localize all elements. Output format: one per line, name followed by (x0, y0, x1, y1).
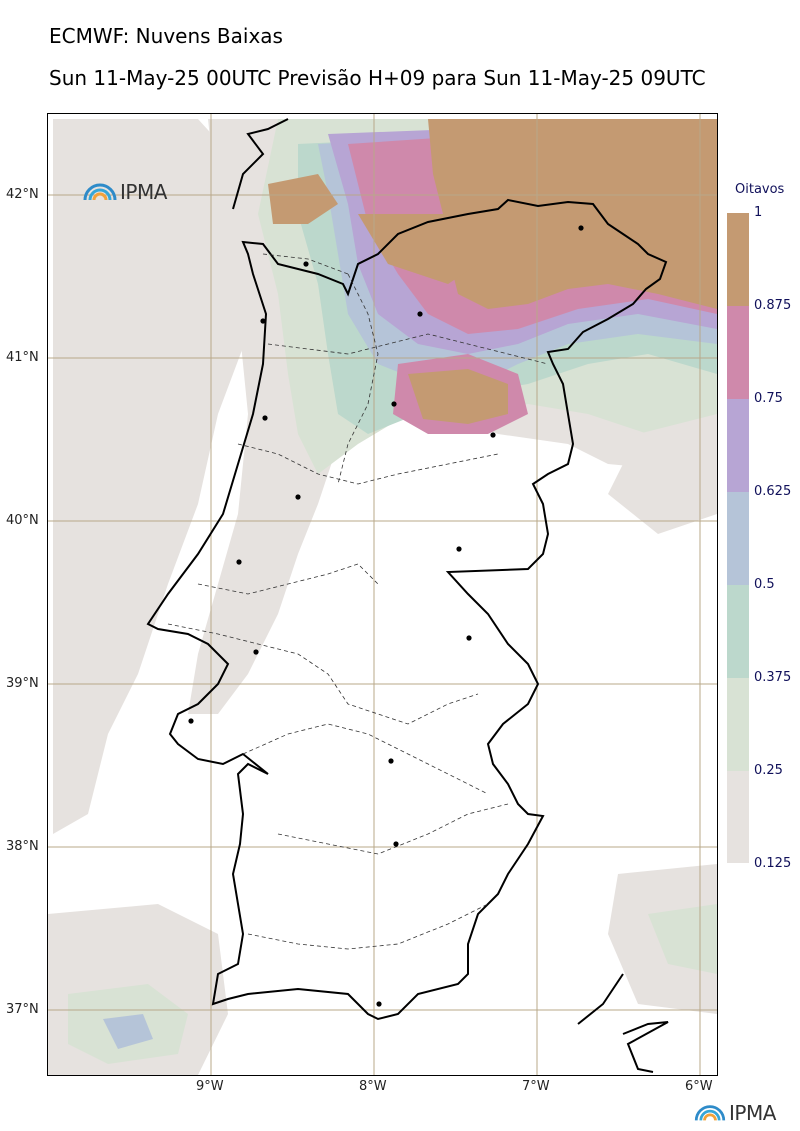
lat-label-41n: 41°N (6, 350, 39, 365)
southern-coast-spain (577, 973, 624, 1025)
rainbow-icon (83, 183, 117, 201)
colorbar-segment (727, 678, 749, 771)
graticule (48, 114, 717, 1075)
portugal-outline (146, 198, 668, 1021)
cloud-field (48, 114, 717, 1075)
logo-text: IPMA (729, 1101, 776, 1125)
rainbow-icon (694, 1105, 726, 1121)
city-marker (391, 401, 397, 407)
city-marker (376, 1001, 382, 1007)
colorbar-label: 0.125 (754, 856, 792, 871)
lon-label-6w: 6°W (685, 1079, 713, 1094)
colorbar-segment (727, 492, 749, 585)
colorbar-segment (727, 585, 749, 678)
city-marker (303, 261, 309, 267)
chart-title: ECMWF: Nuvens Baixas (49, 24, 283, 48)
logo-text: IPMA (120, 180, 167, 204)
colorbar-segment (727, 306, 749, 399)
colorbar (727, 213, 749, 863)
lon-label-7w: 7°W (522, 1079, 550, 1094)
city-marker (188, 718, 194, 724)
city-marker (490, 432, 496, 438)
colorbar-label: 0.25 (754, 763, 783, 778)
lon-label-8w: 8°W (359, 1079, 387, 1094)
district-borders (167, 253, 549, 950)
lat-label-37n: 37°N (6, 1002, 39, 1017)
city-marker (456, 546, 462, 552)
city-marker (295, 494, 301, 500)
ipma-logo: IPMA (82, 180, 167, 204)
city-marker (388, 758, 394, 764)
colorbar-label: 0.625 (754, 484, 792, 499)
colorbar-segment (727, 399, 749, 492)
northern-coast-spain (232, 118, 289, 210)
map-canvas (48, 114, 717, 1075)
city-marker (253, 649, 259, 655)
lon-label-9w: 9°W (196, 1079, 224, 1094)
city-marker (236, 559, 242, 565)
gibraltar-strait (622, 1021, 669, 1073)
city-marker (466, 635, 472, 641)
colorbar-label: 0.375 (754, 670, 792, 685)
lat-label-40n: 40°N (6, 513, 39, 528)
colorbar-segment (727, 771, 749, 863)
colorbar-segment (727, 213, 749, 306)
city-marker (393, 841, 399, 847)
lat-label-39n: 39°N (6, 676, 39, 691)
map-panel (47, 113, 718, 1076)
lat-label-42n: 42°N (6, 187, 39, 202)
colorbar-label: 0.75 (754, 391, 783, 406)
chart-subtitle: Sun 11-May-25 00UTC Previsão H+09 para S… (49, 66, 706, 90)
city-marker (262, 415, 268, 421)
coastline (146, 118, 669, 1073)
colorbar-label: 0.875 (754, 298, 792, 313)
footer-ipma-logo: IPMA (693, 1101, 776, 1125)
city-marker (260, 318, 266, 324)
lat-label-38n: 38°N (6, 839, 39, 854)
legend-title: Oitavos (735, 182, 785, 197)
city-marker (417, 311, 423, 317)
city-markers (188, 225, 584, 1007)
colorbar-label: 0.5 (754, 577, 775, 592)
colorbar-label: 1 (754, 205, 763, 220)
city-marker (578, 225, 584, 231)
